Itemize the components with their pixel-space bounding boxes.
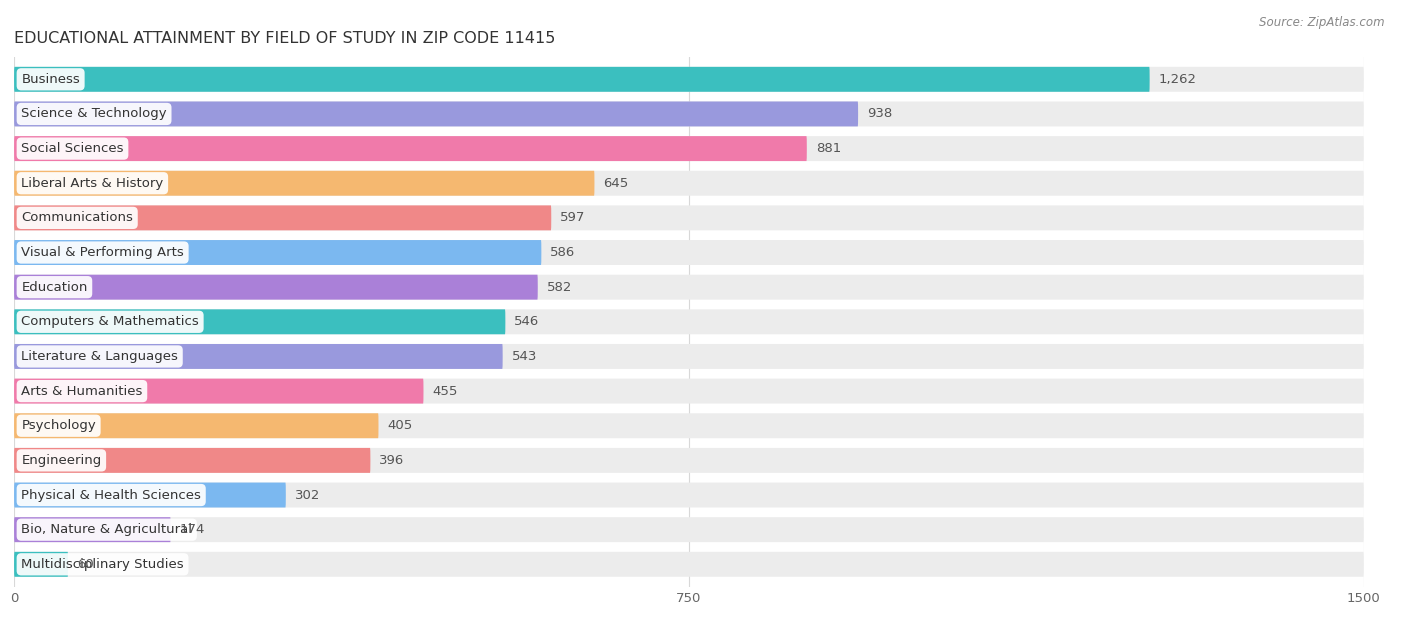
Text: Business: Business: [21, 73, 80, 86]
FancyBboxPatch shape: [14, 448, 1364, 473]
Text: Engineering: Engineering: [21, 454, 101, 467]
Text: 174: 174: [180, 523, 205, 536]
FancyBboxPatch shape: [14, 171, 1364, 196]
FancyBboxPatch shape: [14, 309, 1364, 334]
FancyBboxPatch shape: [14, 344, 1364, 369]
FancyBboxPatch shape: [14, 309, 505, 334]
FancyBboxPatch shape: [14, 413, 1364, 438]
FancyBboxPatch shape: [14, 413, 378, 438]
Text: Multidisciplinary Studies: Multidisciplinary Studies: [21, 558, 184, 571]
FancyBboxPatch shape: [14, 552, 67, 577]
FancyBboxPatch shape: [14, 102, 858, 126]
Text: 396: 396: [380, 454, 405, 467]
FancyBboxPatch shape: [14, 240, 541, 265]
Text: 1,262: 1,262: [1159, 73, 1197, 86]
Text: Physical & Health Sciences: Physical & Health Sciences: [21, 488, 201, 502]
FancyBboxPatch shape: [14, 206, 551, 230]
Text: 597: 597: [560, 211, 586, 225]
Text: 582: 582: [547, 281, 572, 293]
FancyBboxPatch shape: [14, 136, 807, 161]
FancyBboxPatch shape: [14, 552, 1364, 577]
FancyBboxPatch shape: [14, 67, 1364, 91]
Text: Social Sciences: Social Sciences: [21, 142, 124, 155]
FancyBboxPatch shape: [14, 379, 423, 404]
Text: Science & Technology: Science & Technology: [21, 107, 167, 121]
Text: 455: 455: [433, 385, 458, 398]
FancyBboxPatch shape: [14, 483, 1364, 507]
FancyBboxPatch shape: [14, 274, 1364, 300]
Text: 405: 405: [388, 419, 413, 432]
FancyBboxPatch shape: [14, 67, 1150, 91]
Text: Bio, Nature & Agricultural: Bio, Nature & Agricultural: [21, 523, 193, 536]
FancyBboxPatch shape: [14, 379, 1364, 404]
Text: Psychology: Psychology: [21, 419, 96, 432]
Text: 546: 546: [515, 316, 540, 328]
FancyBboxPatch shape: [14, 517, 170, 542]
FancyBboxPatch shape: [14, 344, 503, 369]
FancyBboxPatch shape: [14, 240, 1364, 265]
Text: Communications: Communications: [21, 211, 134, 225]
FancyBboxPatch shape: [14, 136, 1364, 161]
FancyBboxPatch shape: [14, 102, 1364, 126]
FancyBboxPatch shape: [14, 171, 595, 196]
Text: Visual & Performing Arts: Visual & Performing Arts: [21, 246, 184, 259]
Text: Liberal Arts & History: Liberal Arts & History: [21, 177, 163, 190]
FancyBboxPatch shape: [14, 517, 1364, 542]
Text: 586: 586: [550, 246, 575, 259]
Text: Education: Education: [21, 281, 87, 293]
Text: Computers & Mathematics: Computers & Mathematics: [21, 316, 200, 328]
Text: Source: ZipAtlas.com: Source: ZipAtlas.com: [1260, 16, 1385, 29]
FancyBboxPatch shape: [14, 483, 285, 507]
Text: Arts & Humanities: Arts & Humanities: [21, 385, 142, 398]
Text: 543: 543: [512, 350, 537, 363]
Text: 938: 938: [868, 107, 893, 121]
FancyBboxPatch shape: [14, 448, 370, 473]
Text: EDUCATIONAL ATTAINMENT BY FIELD OF STUDY IN ZIP CODE 11415: EDUCATIONAL ATTAINMENT BY FIELD OF STUDY…: [14, 31, 555, 46]
Text: 881: 881: [815, 142, 841, 155]
Text: 60: 60: [77, 558, 94, 571]
FancyBboxPatch shape: [14, 206, 1364, 230]
Text: Literature & Languages: Literature & Languages: [21, 350, 179, 363]
Text: 645: 645: [603, 177, 628, 190]
FancyBboxPatch shape: [14, 274, 537, 300]
Text: 302: 302: [295, 488, 321, 502]
